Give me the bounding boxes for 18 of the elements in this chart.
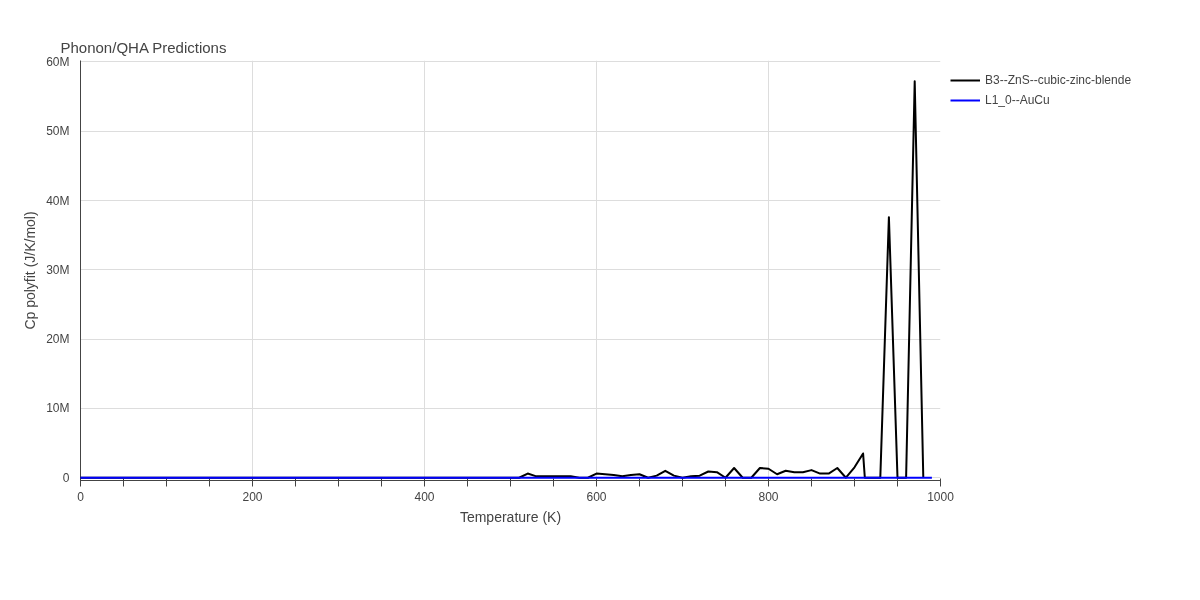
y-tick-label: 40M <box>46 193 70 208</box>
legend-label: B3--ZnS--cubic-zinc-blende <box>985 73 1132 87</box>
y-tick-label: 60M <box>46 54 70 69</box>
y-tick-label: 20M <box>46 332 70 347</box>
x-tick-label: 400 <box>414 489 435 504</box>
x-tick-label: 800 <box>758 489 779 504</box>
x-tick-label: 600 <box>586 489 607 504</box>
x-tick-label: 1000 <box>927 489 955 504</box>
y-tick-label: 50M <box>46 124 70 139</box>
x-axis-title: Temperature (K) <box>459 508 562 525</box>
y-tick-label: 30M <box>46 262 70 277</box>
chart-title: Phonon/QHA Predictions <box>60 38 227 56</box>
y-axis-title: Cp polyfit (J/K/mol) <box>22 211 39 330</box>
x-tick-label: 200 <box>242 489 263 504</box>
y-tick-label: 0 <box>62 470 70 485</box>
x-tick-label: 0 <box>77 489 85 504</box>
y-tick-label: 10M <box>46 401 70 416</box>
legend-label: L1_0--AuCu <box>985 93 1050 107</box>
